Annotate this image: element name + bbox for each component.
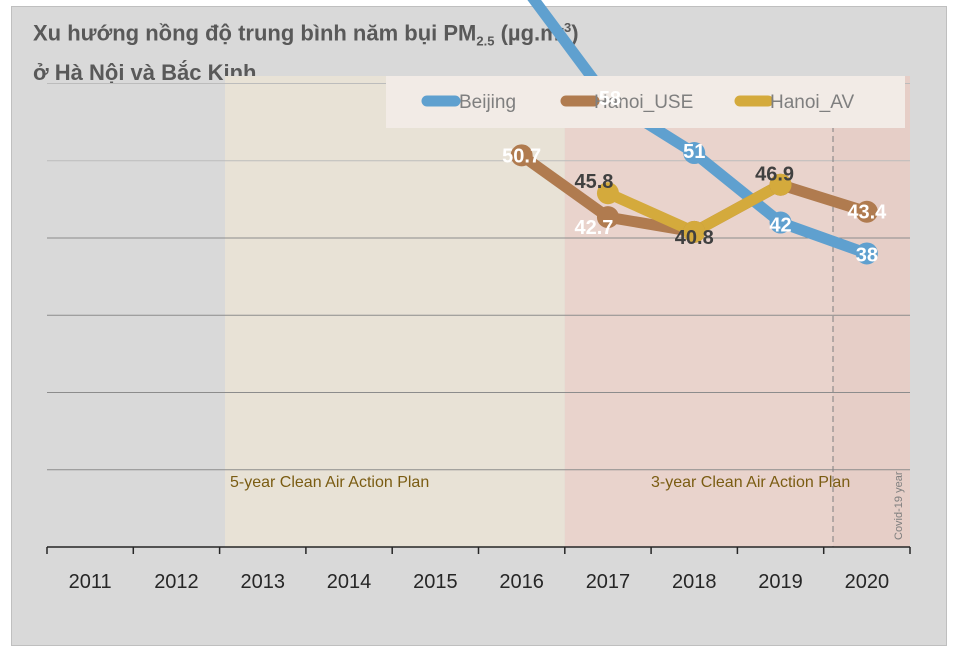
x-tick-label: 2013 bbox=[241, 571, 286, 593]
x-tick-label: 2016 bbox=[499, 571, 544, 593]
hanoi-av-legend-label: Hanoi_AV bbox=[770, 92, 854, 113]
hanoi-use-data-label: 42.7 bbox=[574, 217, 613, 239]
plan3-label: 3-year Clean Air Action Plan bbox=[651, 474, 850, 491]
beijing-data-label: 38 bbox=[856, 244, 878, 266]
x-tick-label: 2020 bbox=[845, 571, 890, 593]
covid-label: Covid-19 year bbox=[893, 471, 905, 540]
x-tick-label: 2019 bbox=[758, 571, 803, 593]
plan5-label: 5-year Clean Air Action Plan bbox=[230, 474, 429, 491]
beijing-data-label: 51 bbox=[683, 141, 705, 163]
hanoi-use-data-label: 46.9 bbox=[755, 164, 794, 186]
x-tick-label: 2011 bbox=[69, 571, 112, 593]
x-tick-label: 2017 bbox=[586, 571, 631, 593]
x-tick-label: 2012 bbox=[154, 571, 199, 593]
beijing-data-label: 42 bbox=[769, 215, 791, 237]
hanoi-use-data-label: 40.8 bbox=[675, 227, 714, 249]
x-tick-label: 2015 bbox=[413, 571, 458, 593]
beijing-data-label: 58 bbox=[599, 88, 621, 110]
hanoi-av-data-label: 45.8 bbox=[574, 171, 613, 193]
x-tick-label: 2018 bbox=[672, 571, 717, 593]
beijing-legend-label: Beijing bbox=[459, 92, 516, 113]
hanoi-use-data-label: 50.7 bbox=[502, 145, 541, 167]
x-tick-label: 2014 bbox=[327, 571, 372, 593]
hanoi-use-data-label: 43.4 bbox=[847, 202, 887, 224]
